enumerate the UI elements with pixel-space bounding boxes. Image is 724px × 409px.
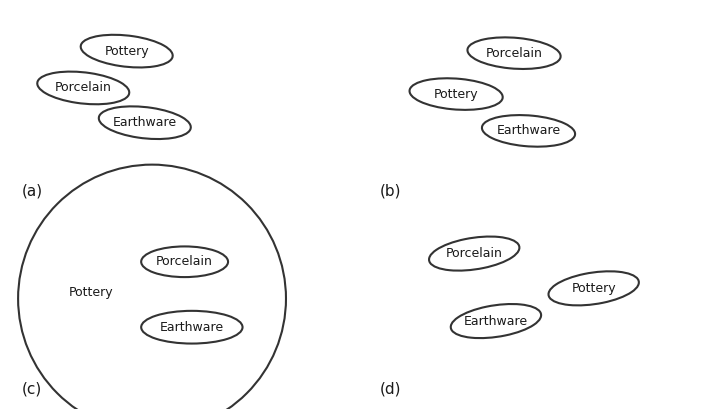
- Text: Earthware: Earthware: [113, 116, 177, 129]
- Text: (c): (c): [22, 382, 42, 397]
- Text: (a): (a): [22, 183, 43, 198]
- Text: Porcelain: Porcelain: [55, 81, 111, 94]
- Text: Porcelain: Porcelain: [486, 47, 542, 60]
- Text: (d): (d): [380, 382, 402, 397]
- Text: (b): (b): [380, 183, 402, 198]
- Text: Earthware: Earthware: [464, 315, 528, 328]
- Text: Pottery: Pottery: [434, 88, 479, 101]
- Text: Pottery: Pottery: [571, 282, 616, 295]
- Text: Earthware: Earthware: [497, 124, 560, 137]
- Text: Pottery: Pottery: [69, 286, 114, 299]
- Text: Earthware: Earthware: [160, 321, 224, 334]
- Text: Porcelain: Porcelain: [446, 247, 502, 260]
- Text: Pottery: Pottery: [104, 45, 149, 58]
- Text: Porcelain: Porcelain: [156, 255, 213, 268]
